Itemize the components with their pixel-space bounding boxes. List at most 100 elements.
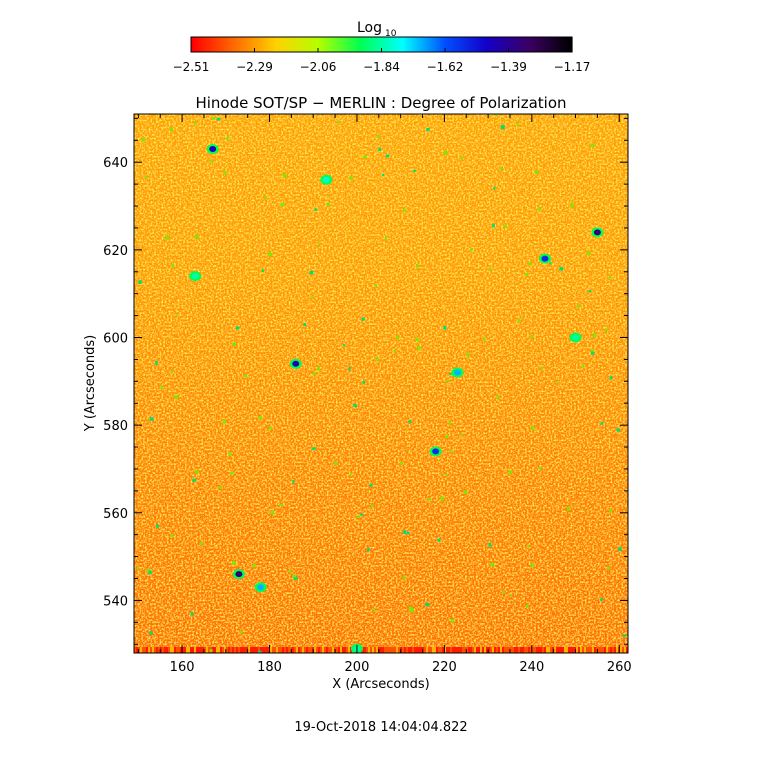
heatmap-speckle <box>252 563 256 568</box>
heatmap-speckle <box>537 207 541 211</box>
heatmap-speckle <box>195 469 199 474</box>
heatmap-speckle <box>599 598 603 601</box>
heatmap-speckle <box>232 342 236 346</box>
colorbar-segment <box>191 37 194 52</box>
x-tick-label: 260 <box>607 660 632 675</box>
heatmap-stripe-cell <box>468 647 470 653</box>
colorbar-segment <box>359 37 363 52</box>
heatmap-stripe-cell <box>480 647 482 653</box>
heatmap-stripe-cell <box>204 647 206 653</box>
heatmap-speckle <box>313 372 316 376</box>
heatmap-stripe-cell <box>184 647 186 653</box>
heatmap-speckle <box>261 269 264 273</box>
colorbar-segment <box>437 37 441 52</box>
heatmap-stripe-cell <box>316 647 318 653</box>
colorbar-segment <box>549 37 553 52</box>
colorbar-segment <box>193 37 196 52</box>
heatmap-stripe-cell <box>474 647 476 653</box>
heatmap-speckle <box>530 563 534 568</box>
heatmap-speckle <box>311 296 314 299</box>
heatmap-speckle <box>483 337 486 342</box>
heatmap-speckle <box>279 503 283 506</box>
colorbar-segment <box>409 37 413 52</box>
heatmap-speckle <box>500 125 505 130</box>
colorbar-segment <box>279 37 282 52</box>
heatmap-stripe-cell <box>254 647 256 653</box>
heatmap-speckle <box>144 175 147 179</box>
colorbar-segment <box>247 37 250 52</box>
heatmap-speckle <box>448 421 451 425</box>
colorbar-segment <box>495 37 499 52</box>
heatmap-stripe-cell <box>598 647 600 653</box>
heatmap-stripe-cell <box>460 647 462 653</box>
colorbar-segment <box>489 37 493 52</box>
colorbar-segment <box>449 37 453 52</box>
heatmap-stripe-cell <box>256 647 258 653</box>
heatmap-stripe-cell <box>222 647 224 653</box>
heatmap-stripe-cell <box>134 647 136 653</box>
heatmap-stripe-cell <box>232 647 234 653</box>
heatmap-stripe-cell <box>510 647 512 653</box>
heatmap-speckle <box>349 176 353 180</box>
heatmap-speckle <box>366 548 370 552</box>
heatmap-stripe-cell <box>182 647 184 653</box>
colorbar-segment <box>425 37 429 52</box>
heatmap-speckle <box>618 547 622 552</box>
heatmap-stripe-cell <box>538 647 540 653</box>
colorbar-tick-label: −1.17 <box>554 60 591 74</box>
heatmap-speckle <box>470 247 473 252</box>
heatmap-speckle <box>590 350 595 355</box>
heatmap-stripe-cell <box>518 647 520 653</box>
heatmap-stripe-cell <box>532 647 534 653</box>
heatmap-speckle <box>510 594 513 597</box>
colorbar-segment <box>337 37 340 52</box>
heatmap-stripe-cell <box>272 647 274 653</box>
heatmap-stripe-cell <box>314 647 316 653</box>
heatmap-stripe-cell <box>418 647 420 653</box>
colorbar-tick-label: −2.51 <box>173 60 210 74</box>
heatmap-stripe-cell <box>536 647 538 653</box>
colorbar-segment <box>367 37 371 52</box>
heatmap-stripe-cell <box>608 647 610 653</box>
heatmap-stripe-cell <box>364 647 366 653</box>
colorbar-segment <box>227 37 230 52</box>
heatmap-stripe-cell <box>572 647 574 653</box>
colorbar-segment <box>435 37 439 52</box>
heatmap-stripe-cell <box>420 647 422 653</box>
heatmap-speckle <box>155 360 158 365</box>
colorbar-segment <box>411 37 415 52</box>
colorbar-segment <box>335 37 338 52</box>
heatmap-stripe-cell <box>258 647 260 653</box>
colorbar-segment <box>341 37 344 52</box>
heatmap-stripe-cell <box>388 647 390 653</box>
heatmap-speckle <box>622 634 627 637</box>
colorbar-segment <box>439 37 443 52</box>
colorbar-segment <box>529 37 533 52</box>
colorbar-segment <box>457 37 461 52</box>
heatmap-speckle <box>609 376 613 380</box>
colorbar-segment <box>393 37 397 52</box>
heatmap-stripe-cell <box>266 647 268 653</box>
heatmap-stripe-cell <box>152 647 154 653</box>
heatmap-stripe-cell <box>594 647 596 653</box>
heatmap-stripe-cell <box>556 647 558 653</box>
heatmap-speckle <box>270 510 274 515</box>
colorbar-segment <box>445 37 449 52</box>
heatmap-speckle <box>549 262 552 265</box>
heatmap-speckle <box>490 563 495 567</box>
heatmap <box>134 114 628 653</box>
heatmap-stripe-cell <box>512 647 514 653</box>
x-tick-label: 220 <box>432 660 457 675</box>
heatmap-speckle <box>527 544 530 548</box>
heatmap-stripe-cell <box>140 647 142 653</box>
colorbar-segment <box>513 37 517 52</box>
colorbar-segment <box>537 37 541 52</box>
heatmap-speckle <box>359 513 363 516</box>
heatmap-speckle <box>362 380 365 385</box>
heatmap-speckle <box>226 136 229 141</box>
heatmap-speckle <box>493 186 496 190</box>
heatmap-stripe-cell <box>156 647 158 653</box>
colorbar-segment <box>205 37 208 52</box>
heatmap-stripe-cell <box>300 647 302 653</box>
heatmap-stripe-cell <box>494 647 496 653</box>
